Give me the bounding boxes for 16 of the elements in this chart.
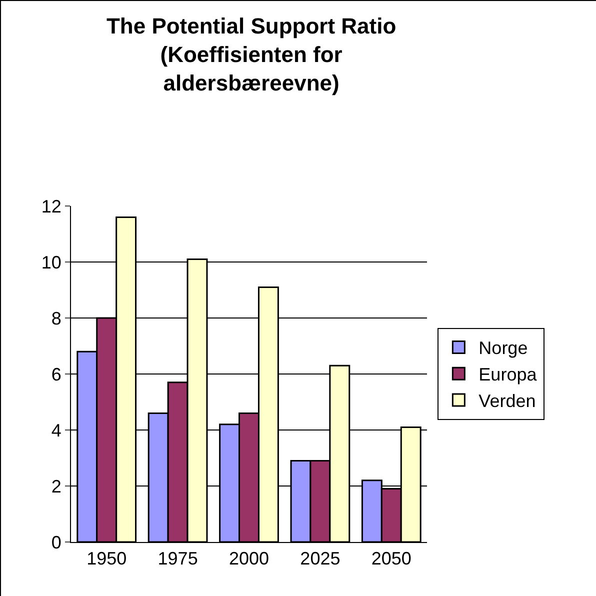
y-tick-label: 4: [51, 420, 62, 440]
y-tick-label: 8: [51, 308, 62, 328]
x-tick-label: 1950: [86, 548, 127, 569]
chart-title: The Potential Support Ratio (Koeffisienten for aldersbæreevne): [106, 13, 396, 96]
y-tick-label: 2: [51, 476, 62, 496]
y-tick-label: 12: [41, 196, 62, 216]
legend-label: Norge: [478, 338, 528, 358]
legend-label: Europa: [478, 364, 538, 385]
x-tick-label: 1975: [158, 548, 198, 569]
legend-label: Verden: [478, 391, 536, 412]
y-tick-label: 0: [51, 532, 62, 552]
x-tick-label: 2025: [300, 548, 340, 569]
y-tick-label: 6: [51, 364, 62, 384]
x-tick-label: 2000: [228, 548, 270, 569]
x-tick-label: 2050: [371, 548, 412, 569]
y-tick-label: 10: [41, 252, 62, 272]
